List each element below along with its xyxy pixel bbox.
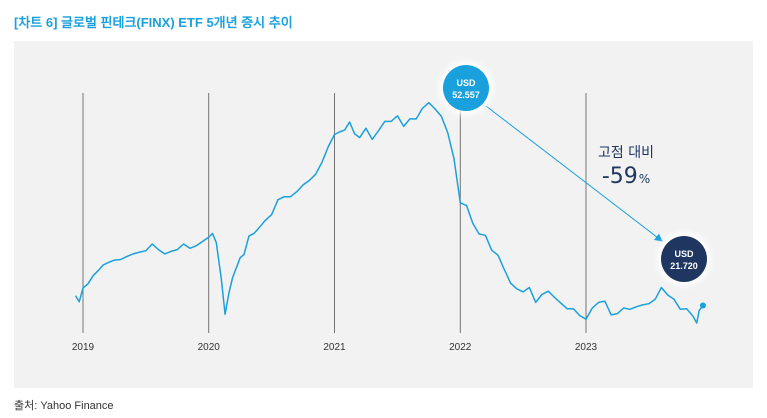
current-bubble-value: 21.720 [670,261,698,271]
tick-label-2020: 2020 [198,342,221,353]
year-gridlines [82,93,587,333]
decline-arrow [485,105,663,242]
drawdown-label: 고점 대비 [598,145,654,161]
peak-price-bubble: USD 52.557 [439,61,493,115]
current-bubble-circle [661,236,707,282]
chart-title: [차트 6] 글로벌 핀테크(FINX) ETF 5개년 증시 추이 [14,15,293,30]
drawdown-figure: -59% [602,164,650,189]
peak-bubble-value: 52.557 [452,90,480,100]
current-bubble-currency: USD [674,249,694,259]
finx-price-line [74,101,704,324]
drawdown-value: -59 [602,164,638,189]
tick-label-2022: 2022 [449,342,472,353]
peak-bubble-circle [443,65,489,111]
drawdown-unit: % [639,172,650,186]
chart-panel [14,41,753,388]
latest-price-dot [699,302,706,309]
tick-label-2019: 2019 [72,342,95,353]
current-price-bubble: USD 21.720 [657,232,711,286]
x-axis-tick-labels: 2019 2020 2021 2022 2023 [72,342,598,353]
tick-label-2021: 2021 [323,342,346,353]
source-note: 출처: Yahoo Finance [14,400,114,412]
tick-label-2023: 2023 [575,342,598,353]
peak-bubble-currency: USD [456,78,476,88]
